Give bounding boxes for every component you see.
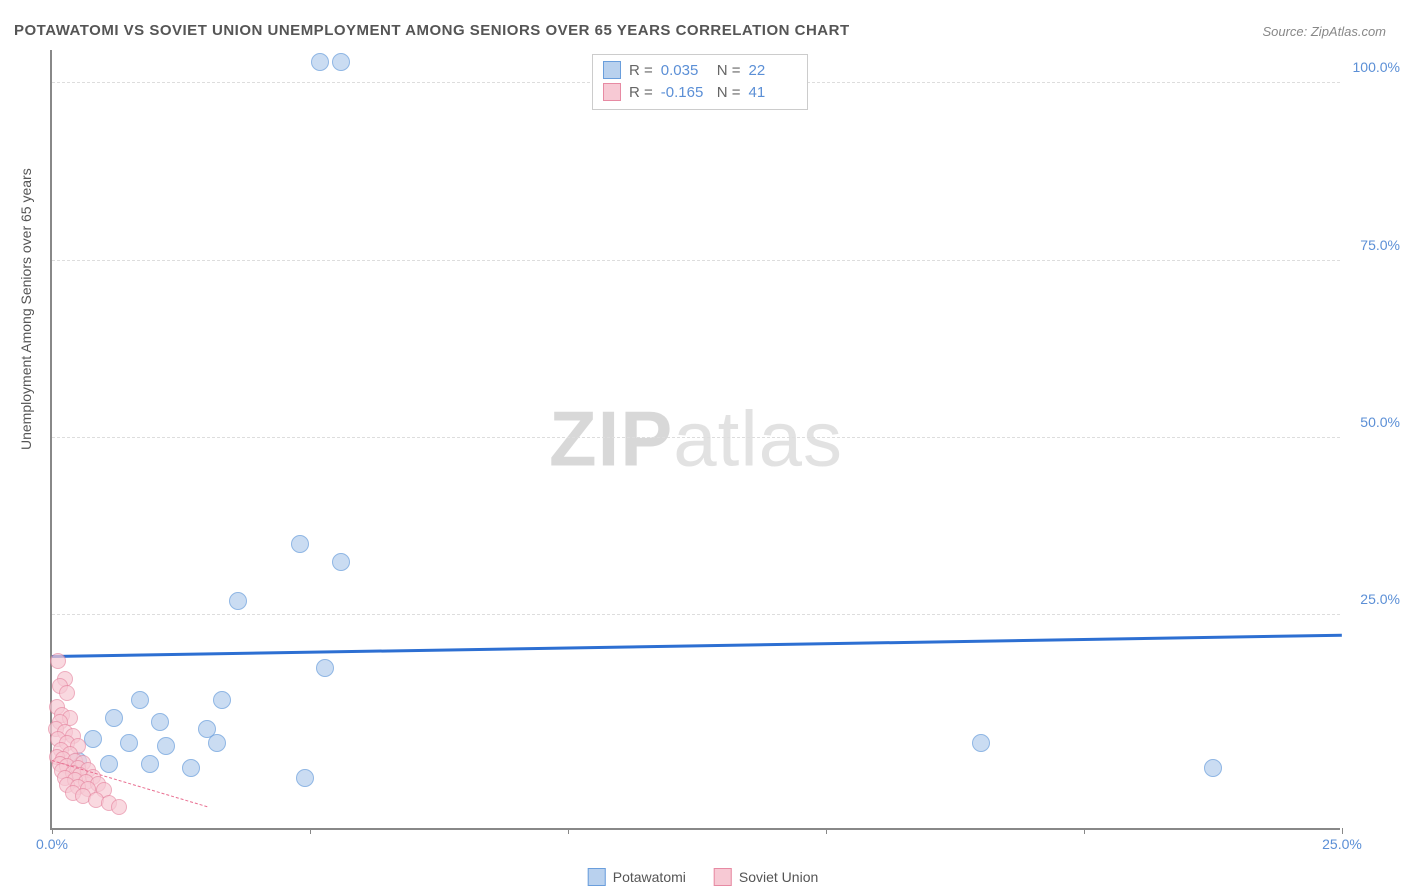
plot-area: ZIPatlas 25.0%50.0%75.0%100.0%0.0%25.0%R… (50, 50, 1340, 830)
r-value: 0.035 (661, 62, 709, 79)
xtick (310, 828, 311, 834)
xtick (1342, 828, 1343, 834)
n-value: 22 (749, 62, 797, 79)
stats-row: R = -0.165 N = 41 (603, 81, 797, 103)
data-point (59, 685, 75, 701)
watermark: ZIPatlas (549, 394, 843, 485)
watermark-bold: ZIP (549, 395, 673, 483)
data-point (332, 53, 350, 71)
legend-swatch (714, 868, 732, 886)
y-axis-label: Unemployment Among Seniors over 65 years (18, 168, 34, 450)
ytick-label: 25.0% (1345, 591, 1400, 607)
gridline (52, 437, 1340, 438)
r-label: R = (629, 84, 653, 101)
data-point (105, 709, 123, 727)
series-legend: Potawatomi Soviet Union (588, 868, 819, 886)
ytick-label: 75.0% (1345, 237, 1400, 253)
data-point (131, 691, 149, 709)
data-point (120, 734, 138, 752)
data-point (100, 755, 118, 773)
legend-swatch (603, 61, 621, 79)
chart-title: POTAWATOMI VS SOVIET UNION UNEMPLOYMENT … (14, 22, 850, 39)
ytick-label: 50.0% (1345, 414, 1400, 430)
xtick-label: 0.0% (36, 836, 68, 852)
xtick-label: 25.0% (1322, 836, 1362, 852)
data-point (316, 659, 334, 677)
data-point (141, 755, 159, 773)
data-point (151, 713, 169, 731)
data-point (332, 553, 350, 571)
r-label: R = (629, 62, 653, 79)
ytick-label: 100.0% (1345, 59, 1400, 75)
legend-label: Potawatomi (613, 869, 686, 885)
data-point (208, 734, 226, 752)
gridline (52, 260, 1340, 261)
xtick (52, 828, 53, 834)
legend-item: Potawatomi (588, 868, 686, 886)
data-point (296, 769, 314, 787)
data-point (229, 592, 247, 610)
data-point (1204, 759, 1222, 777)
data-point (111, 799, 127, 815)
source-label: Source: ZipAtlas.com (1262, 24, 1386, 39)
data-point (182, 759, 200, 777)
stats-row: R = 0.035 N = 22 (603, 59, 797, 81)
legend-item: Soviet Union (714, 868, 818, 886)
xtick (826, 828, 827, 834)
data-point (157, 737, 175, 755)
data-point (213, 691, 231, 709)
legend-swatch (603, 83, 621, 101)
data-point (84, 730, 102, 748)
gridline (52, 614, 1340, 615)
xtick (1084, 828, 1085, 834)
data-point (50, 653, 66, 669)
data-point (311, 53, 329, 71)
trend-line (52, 634, 1342, 658)
stats-legend: R = 0.035 N = 22 R = -0.165 N = 41 (592, 54, 808, 110)
n-label: N = (717, 84, 741, 101)
legend-label: Soviet Union (739, 869, 818, 885)
xtick (568, 828, 569, 834)
n-label: N = (717, 62, 741, 79)
legend-swatch (588, 868, 606, 886)
n-value: 41 (749, 84, 797, 101)
r-value: -0.165 (661, 84, 709, 101)
data-point (972, 734, 990, 752)
watermark-light: atlas (673, 395, 843, 483)
data-point (291, 535, 309, 553)
